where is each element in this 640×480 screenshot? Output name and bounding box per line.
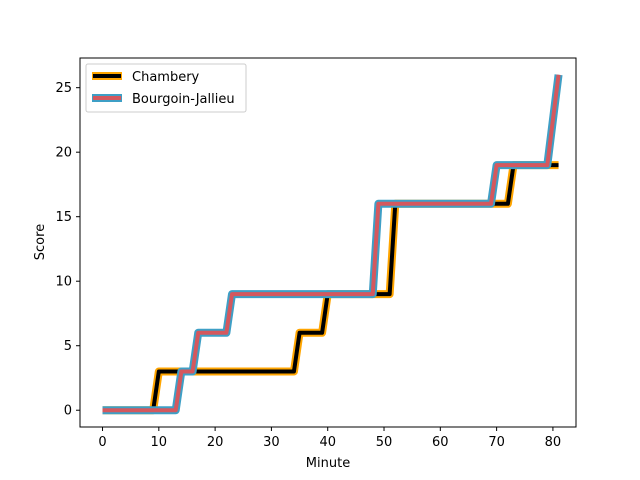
x-tick-label: 40 <box>319 435 336 450</box>
y-tick-label: 20 <box>55 146 72 161</box>
x-tick-label: 20 <box>207 435 224 450</box>
x-axis: 0 10 20 30 40 50 60 70 80 <box>98 427 561 450</box>
legend-label-bourgoin-jallieu: Bourgoin-Jallieu <box>132 92 235 107</box>
series-line-bourgoin-jallieu <box>102 74 561 413</box>
y-tick-label: 0 <box>64 404 72 419</box>
y-axis-label: Score <box>33 224 48 260</box>
x-tick-label: 70 <box>488 435 505 450</box>
y-tick-label: 5 <box>64 339 72 354</box>
x-axis-label: Minute <box>306 456 350 471</box>
x-tick-label: 0 <box>98 435 106 450</box>
y-axis: 0 5 10 15 20 25 <box>55 81 80 419</box>
y-tick-label: 10 <box>55 275 72 290</box>
legend-box <box>85 63 247 113</box>
x-tick-label: 60 <box>432 435 449 450</box>
x-tick-label: 50 <box>376 435 393 450</box>
y-tick-label: 25 <box>55 81 72 96</box>
legend-entry-bourgoin-jallieu: Bourgoin-Jallieu <box>92 92 235 107</box>
plot-area <box>102 74 563 415</box>
y-tick-label: 15 <box>55 210 72 225</box>
x-tick-label: 30 <box>263 435 280 450</box>
legend: Chambery Bourgoin-Jallieu <box>85 63 247 113</box>
legend-entry-chambery: Chambery <box>92 70 200 85</box>
legend-label-chambery: Chambery <box>132 70 200 85</box>
x-tick-label: 80 <box>545 435 562 450</box>
x-tick-label: 10 <box>151 435 168 450</box>
